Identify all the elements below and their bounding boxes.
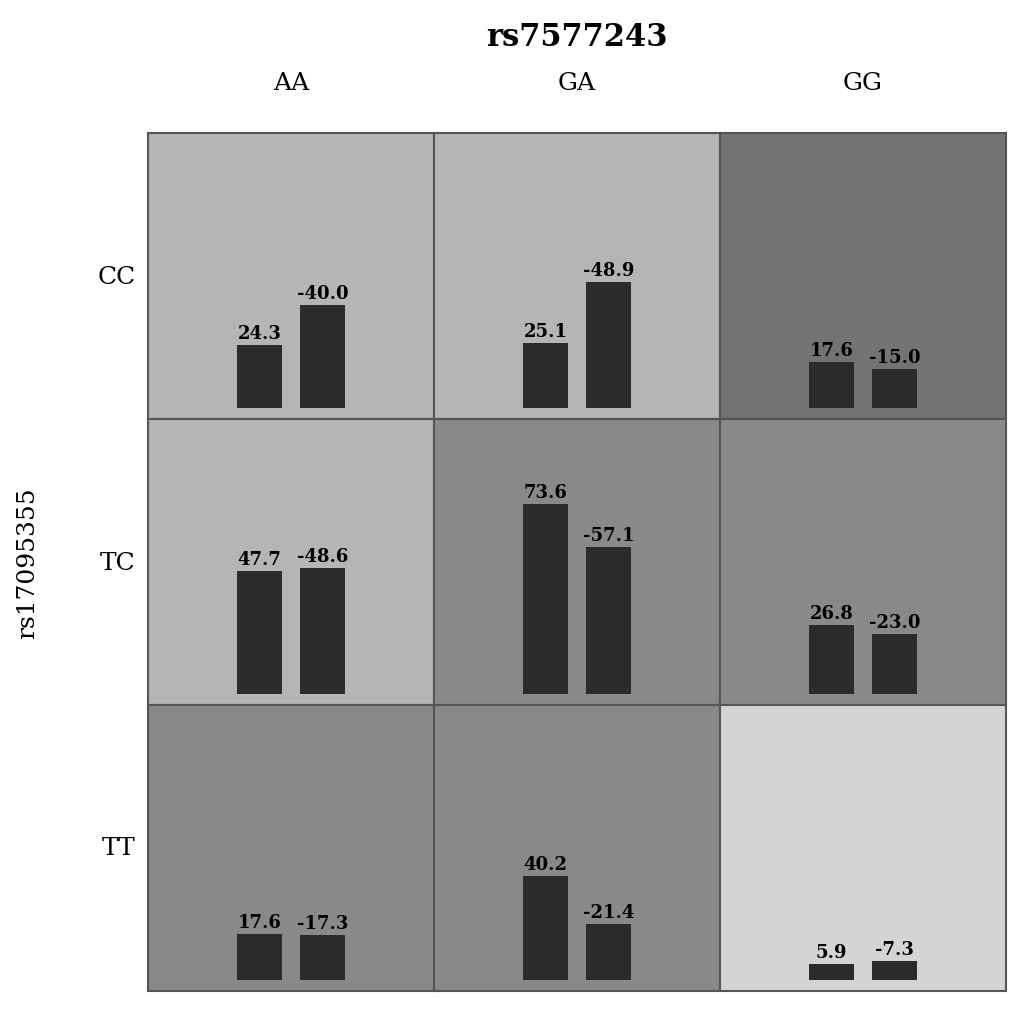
Text: 17.6: 17.6 [809, 342, 853, 360]
Bar [300, 569, 345, 694]
Text: -48.6: -48.6 [297, 548, 347, 566]
Bar [522, 504, 568, 694]
Text: 24.3: 24.3 [237, 325, 281, 342]
Bar [719, 705, 1005, 991]
Text: TC: TC [100, 551, 136, 574]
Bar [300, 935, 345, 979]
Bar [522, 343, 568, 409]
Text: -40.0: -40.0 [297, 284, 347, 303]
Bar [433, 420, 719, 705]
Bar [433, 705, 719, 991]
Bar [808, 625, 854, 694]
Text: -57.1: -57.1 [582, 526, 634, 544]
Text: 26.8: 26.8 [809, 604, 853, 622]
Bar [236, 345, 282, 409]
Bar [870, 635, 916, 694]
Bar [433, 133, 719, 420]
Text: -15.0: -15.0 [868, 348, 919, 367]
Bar [148, 133, 433, 420]
Bar [236, 934, 282, 979]
Bar [300, 306, 345, 409]
Bar [585, 924, 631, 979]
Bar [522, 876, 568, 979]
Bar [148, 705, 433, 991]
Bar [808, 363, 854, 409]
Bar [236, 572, 282, 694]
Bar [585, 282, 631, 409]
Text: rs17095355: rs17095355 [16, 487, 40, 638]
Text: GA: GA [557, 72, 595, 96]
Bar [808, 964, 854, 979]
Bar [870, 961, 916, 979]
Text: 47.7: 47.7 [237, 550, 281, 569]
Text: GG: GG [842, 72, 882, 96]
Text: -23.0: -23.0 [868, 613, 919, 632]
Text: 5.9: 5.9 [815, 944, 847, 962]
Text: 25.1: 25.1 [523, 323, 567, 340]
Bar [719, 133, 1005, 420]
Bar [148, 420, 433, 705]
Bar [870, 370, 916, 409]
Text: 40.2: 40.2 [523, 855, 567, 873]
Text: CC: CC [98, 265, 136, 288]
Text: rs7577243: rs7577243 [486, 22, 667, 53]
Bar [585, 547, 631, 694]
Text: TT: TT [102, 837, 136, 860]
Bar [719, 420, 1005, 705]
Text: 73.6: 73.6 [523, 484, 567, 501]
Text: -7.3: -7.3 [874, 940, 913, 958]
Text: AA: AA [273, 72, 309, 96]
Text: -17.3: -17.3 [297, 914, 347, 932]
Text: -21.4: -21.4 [582, 904, 634, 921]
Text: 17.6: 17.6 [237, 913, 281, 931]
Text: -48.9: -48.9 [582, 262, 634, 279]
